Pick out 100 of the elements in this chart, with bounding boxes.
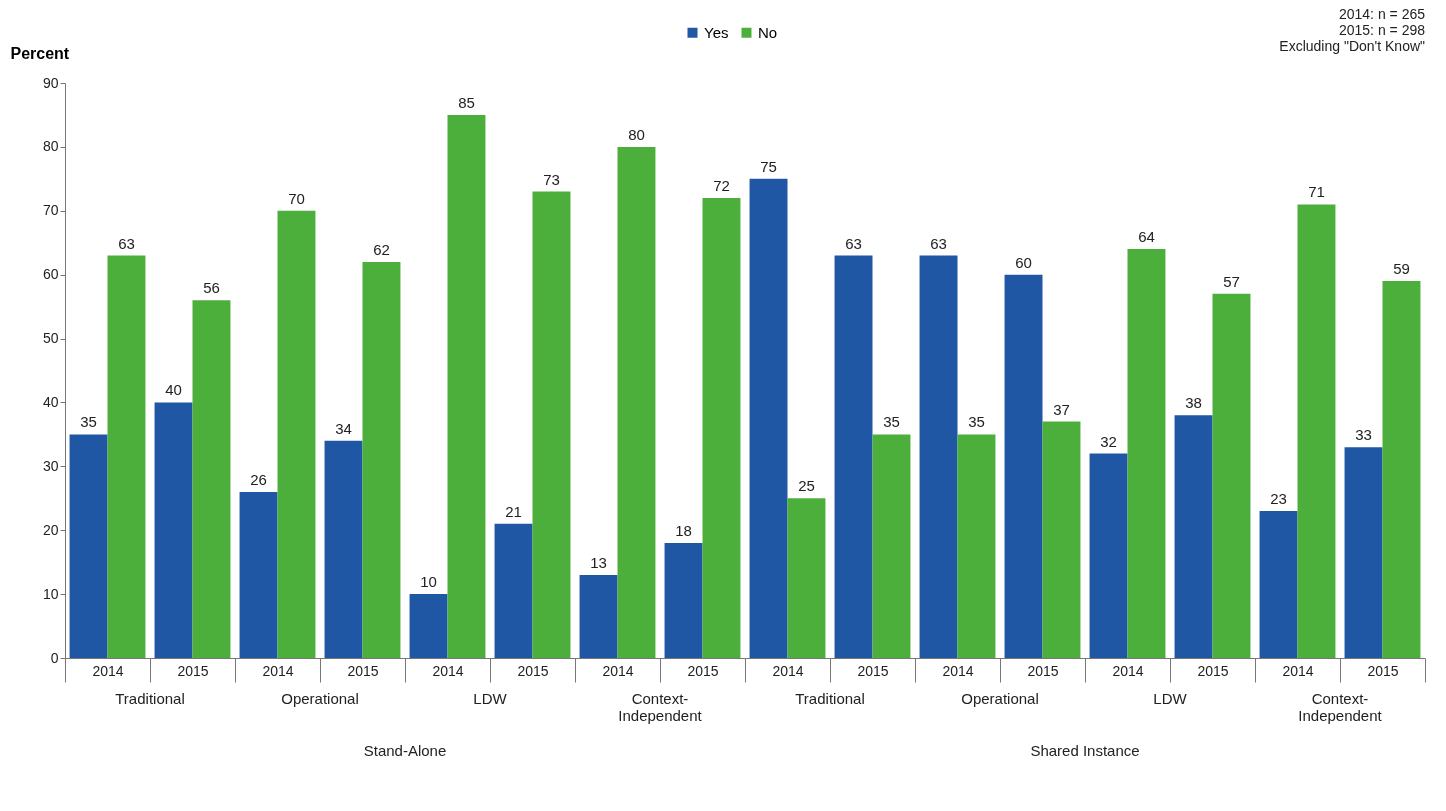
data-label: 25 xyxy=(798,477,815,495)
x-tick-label: 2015 xyxy=(347,662,379,679)
x-tick-label: 2015 xyxy=(517,662,549,679)
x-tick-label: 2014 xyxy=(1282,662,1314,679)
y-tick-label: 70 xyxy=(42,202,59,219)
data-label: 13 xyxy=(590,553,607,571)
bar xyxy=(324,440,363,658)
bar xyxy=(447,114,486,658)
bar xyxy=(787,498,826,658)
data-label: 57 xyxy=(1223,272,1240,290)
text: LDW xyxy=(1153,690,1188,707)
text: Context- Independent xyxy=(1298,690,1383,724)
bar xyxy=(834,255,873,658)
data-label: 73 xyxy=(543,170,560,188)
x-tick-label: 2015 xyxy=(1367,662,1399,679)
data-label: 40 xyxy=(165,381,182,399)
data-label: 72 xyxy=(713,177,730,194)
text: Operational xyxy=(281,690,359,707)
data-label: 85 xyxy=(458,93,475,111)
bar xyxy=(664,543,703,658)
y-tick-label: 30 xyxy=(42,457,59,474)
y-tick-label: 80 xyxy=(42,138,59,155)
bar xyxy=(1297,204,1336,658)
data-label: 35 xyxy=(968,413,985,431)
data-label: 75 xyxy=(760,157,777,175)
text: 2015: n = 298 xyxy=(1338,22,1426,38)
bar xyxy=(579,574,618,658)
bar xyxy=(277,210,316,658)
text: Context- Independent xyxy=(618,690,703,724)
legend-label: Yes xyxy=(704,23,729,41)
bar xyxy=(702,198,741,658)
text: Excluding "Don't Know" xyxy=(1279,38,1426,54)
bar xyxy=(532,191,571,658)
bar xyxy=(1174,415,1213,658)
x-tick-label: 2014 xyxy=(602,662,634,679)
bar xyxy=(749,178,788,658)
bar xyxy=(154,402,193,658)
data-label: 60 xyxy=(1015,253,1032,271)
text: 2014: n = 265 xyxy=(1338,6,1426,22)
bar xyxy=(69,434,108,658)
text: Traditional xyxy=(795,690,865,707)
bar xyxy=(1382,281,1421,658)
bar xyxy=(872,434,911,658)
bar xyxy=(1089,453,1128,658)
data-label: 63 xyxy=(845,234,862,252)
bar xyxy=(1212,293,1251,658)
y-tick-label: 20 xyxy=(42,521,59,538)
y-tick-label: 90 xyxy=(42,74,59,91)
data-label: 59 xyxy=(1393,260,1410,278)
y-tick-label: 0 xyxy=(50,649,59,666)
bar xyxy=(617,146,656,658)
bar xyxy=(1004,274,1043,658)
x-tick-label: 2014 xyxy=(772,662,804,679)
x-tick-label: 2015 xyxy=(1027,662,1059,679)
bar xyxy=(107,255,146,658)
x-tick-label: 2014 xyxy=(432,662,464,679)
bar xyxy=(494,523,533,658)
x-tick-label: 2014 xyxy=(92,662,124,679)
bar xyxy=(362,261,401,658)
bar xyxy=(239,491,278,658)
bar xyxy=(192,300,231,658)
bar xyxy=(1344,447,1383,658)
x-tick-label: 2015 xyxy=(857,662,889,679)
x-tick-label: 2014 xyxy=(942,662,974,679)
data-label: 37 xyxy=(1053,400,1070,418)
text: Operational xyxy=(961,690,1039,707)
bar xyxy=(957,434,996,658)
data-label: 71 xyxy=(1308,183,1325,201)
data-label: 56 xyxy=(203,279,220,297)
legend-label: No xyxy=(758,23,778,41)
data-label: 35 xyxy=(883,413,900,431)
x-tick-label: 2015 xyxy=(687,662,719,679)
data-label: 70 xyxy=(288,189,305,207)
bar xyxy=(1042,421,1081,658)
data-label: 34 xyxy=(335,419,352,437)
text: LDW xyxy=(473,690,508,707)
y-tick-label: 40 xyxy=(42,393,59,410)
data-label: 18 xyxy=(675,522,692,539)
x-tick-label: 2015 xyxy=(177,662,209,679)
data-label: 35 xyxy=(80,413,97,431)
text: Stand-Alone xyxy=(363,742,447,759)
y-axis-title: Percent xyxy=(10,44,70,62)
y-tick-label: 10 xyxy=(42,585,59,602)
data-label: 62 xyxy=(373,240,390,258)
text: Traditional xyxy=(115,690,185,707)
data-label: 64 xyxy=(1138,228,1155,246)
data-label: 23 xyxy=(1270,490,1287,508)
y-tick-label: 50 xyxy=(42,330,59,347)
bar xyxy=(919,255,958,658)
bar xyxy=(1127,249,1166,658)
data-label: 21 xyxy=(505,502,522,520)
data-label: 63 xyxy=(930,234,947,252)
bar xyxy=(409,594,448,658)
x-tick-label: 2015 xyxy=(1197,662,1229,679)
data-label: 32 xyxy=(1100,432,1117,450)
y-tick-label: 60 xyxy=(42,266,59,283)
data-label: 63 xyxy=(118,234,135,252)
text: Shared Instance xyxy=(1030,742,1140,759)
data-label: 38 xyxy=(1185,394,1202,412)
data-label: 80 xyxy=(628,125,645,143)
